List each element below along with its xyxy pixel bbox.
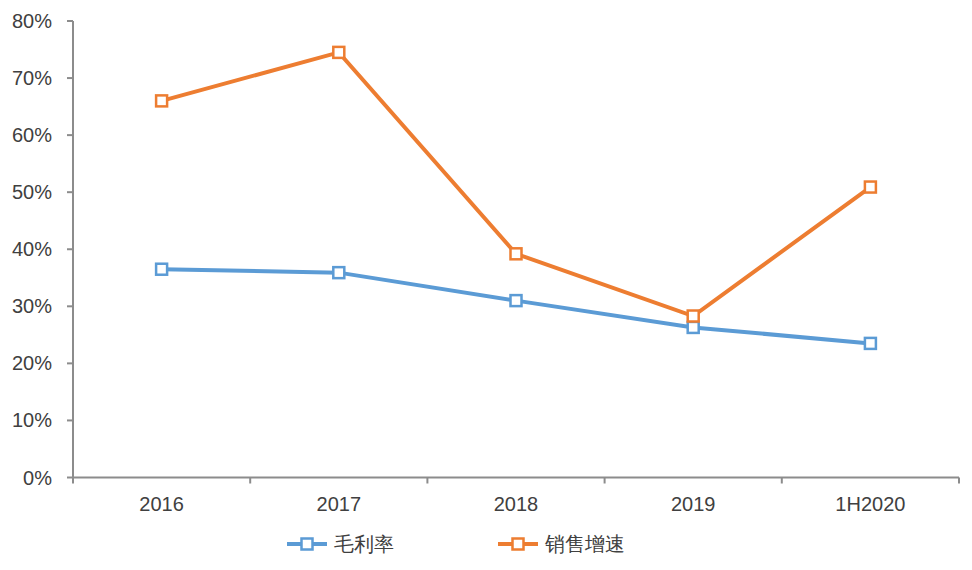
legend-label-sales-growth: 销售增速 (545, 534, 625, 554)
legend-item-gross-margin: 毛利率 (287, 534, 394, 554)
gross-margin-marker (156, 264, 167, 275)
gross-margin-marker (865, 338, 876, 349)
sales-growth-marker (156, 95, 167, 106)
sales-growth-marker (865, 182, 876, 193)
y-tick-label: 80% (12, 10, 52, 32)
legend-item-sales-growth: 销售增速 (498, 534, 625, 554)
legend-label-gross-margin: 毛利率 (334, 534, 394, 554)
gross-margin-marker (333, 267, 344, 278)
line-chart-plot: 0% 10% 20% 30% 40% 50% 60% 70% 80% 2016 2017 2018 20… (0, 0, 972, 570)
x-tick-label: 1H2020 (835, 493, 905, 515)
y-tick-label: 0% (23, 467, 52, 489)
chart-container: 0% 10% 20% 30% 40% 50% 60% 70% 80% 2016 2017 2018 20… (0, 0, 972, 570)
y-tick-label: 70% (12, 67, 52, 89)
gross-margin-marker (688, 322, 699, 333)
series-sales-growth (156, 47, 876, 322)
legend: 毛利率 销售增速 (0, 534, 942, 554)
y-tick-label: 50% (12, 181, 52, 203)
y-tick-label: 40% (12, 238, 52, 260)
y-tick-label: 10% (12, 409, 52, 431)
sales-growth-line (162, 52, 871, 316)
gross-margin-marker (511, 295, 522, 306)
y-tick-label: 30% (12, 295, 52, 317)
sales-growth-marker (688, 311, 699, 322)
x-tick-label: 2018 (494, 493, 539, 515)
y-tick-label: 60% (12, 124, 52, 146)
sales-growth-marker (333, 47, 344, 58)
y-tick-label: 20% (12, 352, 52, 374)
legend-swatch-sales-growth-icon (498, 536, 538, 552)
x-tick-label: 2016 (139, 493, 184, 515)
x-tick-label: 2017 (317, 493, 362, 515)
sales-growth-marker (511, 248, 522, 259)
series-gross-margin (156, 264, 876, 349)
legend-swatch-gross-margin-icon (287, 536, 327, 552)
x-tick-label: 2019 (671, 493, 716, 515)
